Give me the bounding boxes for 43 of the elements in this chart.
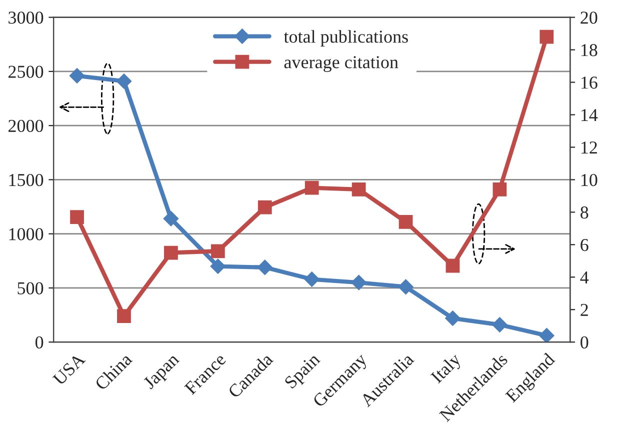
legend-label: average citation — [284, 56, 398, 72]
point — [69, 68, 85, 84]
y-tick-label: 500 — [18, 282, 44, 294]
y-tick-label: 2500 — [8, 66, 44, 78]
point — [445, 310, 460, 326]
y2-tick-label: 20 — [580, 12, 598, 24]
point — [258, 200, 272, 214]
y-tick-label: 0 — [35, 336, 44, 349]
x-tick-label: USA — [52, 352, 86, 386]
point — [492, 317, 508, 332]
point — [540, 30, 554, 44]
y2-tick-label: 0 — [580, 336, 588, 349]
point — [117, 309, 131, 324]
y2-tick-label: 6 — [580, 238, 588, 252]
y2-tick-label: 16 — [581, 76, 598, 89]
y2-tick-label: 18 — [581, 44, 598, 56]
y2-tick-label: 4 — [580, 272, 589, 284]
point — [210, 244, 225, 258]
point — [164, 246, 178, 260]
y-tick-label: 2000 — [8, 120, 44, 132]
y2-tick-label: 14 — [581, 109, 598, 122]
y2-tick-label: 12 — [581, 142, 597, 154]
point — [352, 182, 366, 196]
point — [116, 74, 132, 89]
y2-tick-label: 10 — [581, 174, 598, 186]
point — [304, 180, 319, 195]
point — [398, 279, 414, 294]
point — [70, 210, 84, 224]
point — [446, 258, 460, 273]
point — [539, 328, 554, 342]
point — [163, 211, 179, 226]
y2-tick-label: 8 — [580, 206, 588, 219]
point — [492, 182, 507, 196]
y2-tick-label: 2 — [580, 304, 588, 316]
y-tick-label: 1000 — [9, 228, 44, 240]
point — [304, 272, 320, 287]
legend-label: total publications — [284, 30, 408, 46]
point — [257, 260, 272, 275]
point — [398, 214, 413, 229]
point — [210, 258, 226, 274]
y-tick-label: 1500 — [9, 174, 44, 186]
y-tick-label: 3000 — [8, 12, 44, 24]
point — [351, 274, 366, 290]
